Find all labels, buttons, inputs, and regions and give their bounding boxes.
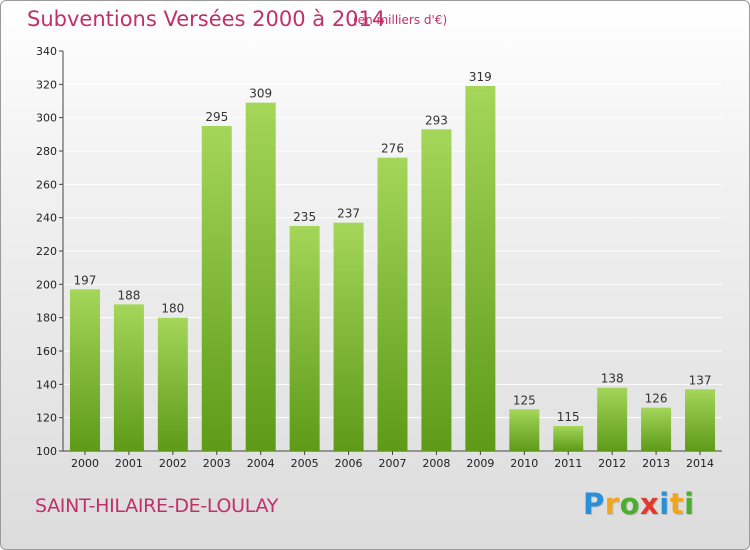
y-tick-label: 240 — [36, 212, 57, 225]
bar-value-label: 319 — [469, 70, 492, 84]
axes: 100 120 140 160 180 200 220 240 260 280 300 320 340 2… — [36, 45, 722, 470]
labels: 197 188 180 295 309 235 237 276 293 319 125 115 138 1… — [74, 70, 712, 424]
bar — [157, 317, 188, 451]
bar-value-label: 295 — [205, 110, 228, 124]
place-name: SAINT-HILAIRE-DE-LOULAY — [35, 495, 279, 517]
x-tick-label: 2012 — [598, 457, 626, 470]
chart-title: Subventions Versées 2000 à 2014 — [27, 7, 386, 31]
bars — [69, 86, 716, 452]
bar-value-label: 137 — [689, 373, 712, 387]
bar — [377, 157, 408, 451]
y-tick-label: 260 — [36, 178, 57, 191]
y-tick-label: 200 — [36, 278, 57, 291]
bar-value-label: 180 — [161, 302, 184, 316]
bar — [597, 387, 628, 451]
bar — [201, 126, 232, 451]
bar-value-label: 126 — [645, 392, 668, 406]
x-tick-label: 2013 — [642, 457, 670, 470]
bar-value-label: 125 — [513, 393, 536, 407]
bar-value-label: 115 — [557, 410, 580, 424]
x-tick-label: 2014 — [686, 457, 714, 470]
bar — [685, 389, 716, 451]
y-tick-label: 160 — [36, 345, 57, 358]
y-tick-label: 120 — [36, 412, 57, 425]
x-tick-label: 2006 — [335, 457, 363, 470]
bar — [113, 304, 144, 451]
bar — [333, 222, 364, 451]
bar — [69, 289, 100, 451]
logo-letter: P — [583, 487, 605, 521]
bar-value-label: 237 — [337, 207, 360, 221]
bar — [553, 426, 584, 451]
logo-letter: o — [619, 487, 641, 521]
y-tick-label: 100 — [36, 445, 57, 458]
x-tick-label: 2008 — [422, 457, 450, 470]
bar — [465, 86, 496, 451]
x-tick-label: 2000 — [71, 457, 99, 470]
y-tick-label: 220 — [36, 245, 57, 258]
bar-value-label: 138 — [601, 372, 624, 386]
y-tick-label: 300 — [36, 112, 57, 125]
x-tick-label: 2009 — [466, 457, 494, 470]
x-tick-label: 2007 — [379, 457, 407, 470]
logo-letter: i — [659, 487, 670, 521]
logo-letter: x — [640, 487, 660, 521]
y-tick-label: 320 — [36, 78, 57, 91]
x-tick-label: 2010 — [510, 457, 538, 470]
y-tick-label: 340 — [36, 45, 57, 58]
x-tick-label: 2002 — [159, 457, 187, 470]
proxiti-logo[interactable]: Proxiti — [583, 487, 695, 521]
logo-letter: i — [684, 487, 695, 521]
logo-letter: r — [604, 487, 620, 521]
y-tick-label: 280 — [36, 145, 57, 158]
bar — [641, 407, 672, 451]
x-tick-label: 2001 — [115, 457, 143, 470]
x-tick-label: 2011 — [554, 457, 582, 470]
bar-value-label: 188 — [117, 288, 140, 302]
bar-value-label: 276 — [381, 142, 404, 156]
bar — [421, 129, 452, 452]
y-tick-label: 180 — [36, 312, 57, 325]
x-tick-label: 2004 — [247, 457, 275, 470]
chart-subtitle: (en milliers d'€) — [353, 13, 448, 27]
bar — [289, 226, 320, 451]
bar-value-label: 309 — [249, 87, 272, 101]
bar — [245, 102, 276, 452]
bar — [509, 409, 540, 451]
bar-value-label: 235 — [293, 210, 316, 224]
y-tick-label: 140 — [36, 378, 57, 391]
x-tick-label: 2005 — [291, 457, 319, 470]
bar-value-label: 197 — [74, 273, 97, 287]
logo-letter: t — [669, 487, 685, 521]
bar-value-label: 293 — [425, 113, 448, 127]
x-tick-label: 2003 — [203, 457, 231, 470]
